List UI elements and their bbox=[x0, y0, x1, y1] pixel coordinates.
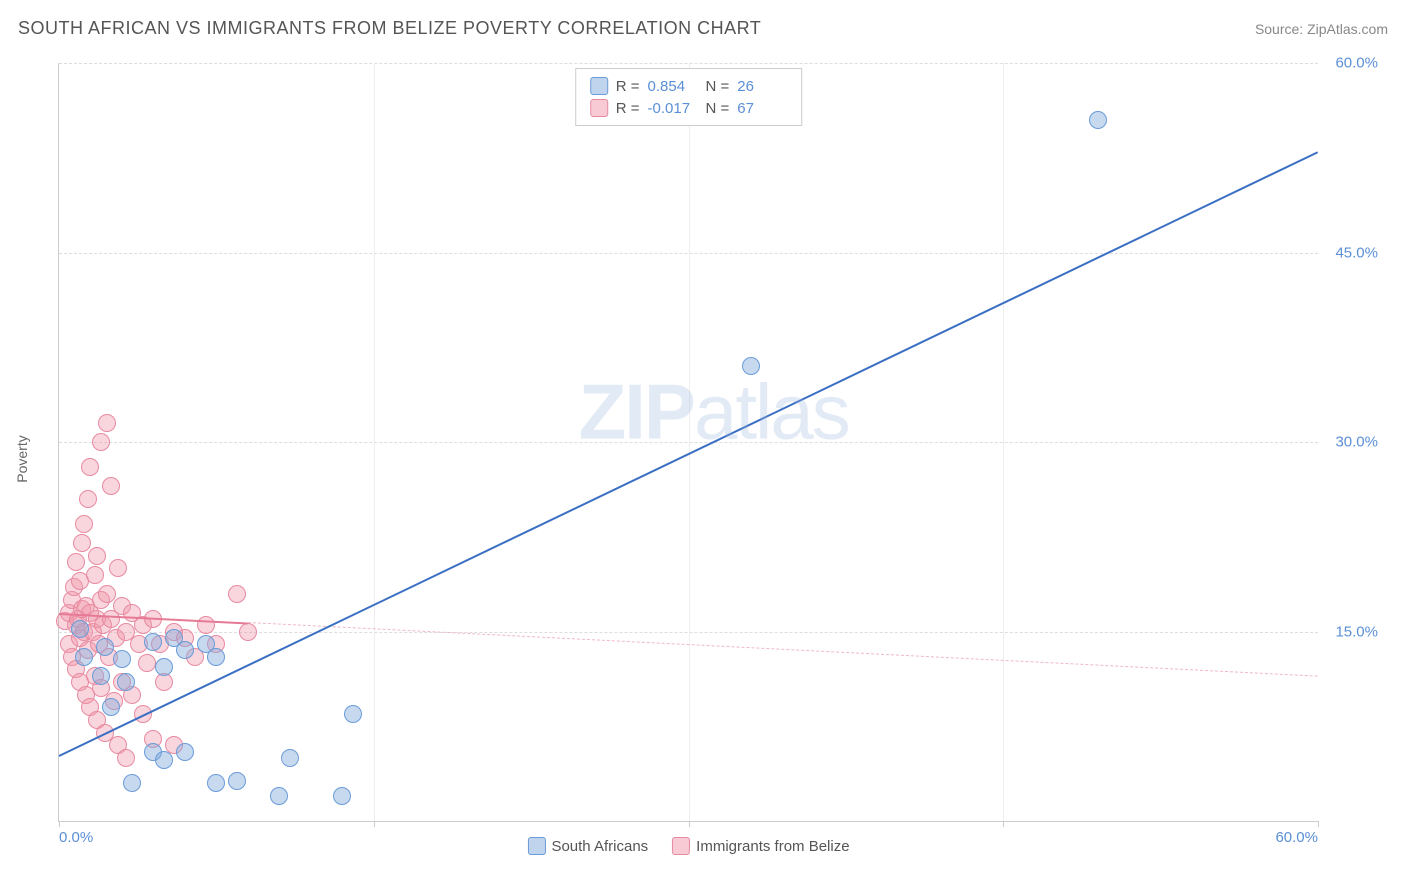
stats-row-blue: R = 0.854 N = 26 bbox=[590, 75, 788, 97]
scatter-point bbox=[75, 648, 93, 666]
x-tick bbox=[689, 821, 690, 827]
scatter-point bbox=[98, 585, 116, 603]
scatter-point bbox=[344, 705, 362, 723]
stats-legend: R = 0.854 N = 26 R = -0.017 N = 67 bbox=[575, 68, 803, 126]
n-value-pink: 67 bbox=[737, 100, 787, 117]
scatter-point bbox=[228, 772, 246, 790]
scatter-point bbox=[239, 623, 257, 641]
scatter-point bbox=[176, 743, 194, 761]
x-tick bbox=[59, 821, 60, 827]
legend-label-blue: South Africans bbox=[551, 838, 648, 855]
r-label: R = bbox=[616, 100, 640, 117]
header: SOUTH AFRICAN VS IMMIGRANTS FROM BELIZE … bbox=[18, 18, 1388, 39]
scatter-point bbox=[117, 749, 135, 767]
y-axis-label: Poverty bbox=[14, 435, 30, 482]
source-attribution: Source: ZipAtlas.com bbox=[1255, 21, 1388, 37]
scatter-point bbox=[155, 658, 173, 676]
scatter-point bbox=[71, 620, 89, 638]
x-tick bbox=[1003, 821, 1004, 827]
y-tick-label: 60.0% bbox=[1335, 55, 1378, 72]
scatter-point bbox=[98, 414, 116, 432]
scatter-point bbox=[92, 433, 110, 451]
x-tick bbox=[374, 821, 375, 827]
plot-area: ZIPatlas R = 0.854 N = 26 R = -0.017 N =… bbox=[58, 63, 1318, 822]
scatter-point bbox=[207, 774, 225, 792]
swatch-blue-icon bbox=[590, 77, 608, 95]
legend-item-blue: South Africans bbox=[527, 837, 648, 855]
scatter-point bbox=[144, 633, 162, 651]
swatch-pink-icon bbox=[672, 837, 690, 855]
scatter-point bbox=[742, 357, 760, 375]
scatter-point bbox=[281, 749, 299, 767]
chart-title: SOUTH AFRICAN VS IMMIGRANTS FROM BELIZE … bbox=[18, 18, 761, 39]
x-tick-label: 60.0% bbox=[1275, 829, 1318, 846]
grid-line-v bbox=[374, 63, 375, 821]
scatter-point bbox=[96, 638, 114, 656]
trend-line bbox=[248, 622, 1318, 677]
n-value-blue: 26 bbox=[737, 78, 787, 95]
y-tick-label: 30.0% bbox=[1335, 434, 1378, 451]
scatter-point bbox=[73, 534, 91, 552]
scatter-point bbox=[270, 787, 288, 805]
scatter-point bbox=[88, 547, 106, 565]
r-value-blue: 0.854 bbox=[648, 78, 698, 95]
bottom-legend: South Africans Immigrants from Belize bbox=[527, 837, 849, 855]
scatter-point bbox=[155, 751, 173, 769]
scatter-point bbox=[102, 477, 120, 495]
x-tick-label: 0.0% bbox=[59, 829, 93, 846]
scatter-point bbox=[92, 667, 110, 685]
r-label: R = bbox=[616, 78, 640, 95]
legend-label-pink: Immigrants from Belize bbox=[696, 838, 849, 855]
scatter-point bbox=[207, 648, 225, 666]
scatter-point bbox=[176, 641, 194, 659]
scatter-point bbox=[109, 559, 127, 577]
scatter-point bbox=[75, 515, 93, 533]
scatter-point bbox=[333, 787, 351, 805]
scatter-point bbox=[1089, 111, 1107, 129]
scatter-point bbox=[197, 616, 215, 634]
swatch-pink-icon bbox=[590, 99, 608, 117]
y-tick-label: 15.0% bbox=[1335, 623, 1378, 640]
n-label: N = bbox=[706, 100, 730, 117]
grid-line-v bbox=[689, 63, 690, 821]
r-value-pink: -0.017 bbox=[648, 100, 698, 117]
scatter-point bbox=[138, 654, 156, 672]
legend-item-pink: Immigrants from Belize bbox=[672, 837, 849, 855]
scatter-point bbox=[228, 585, 246, 603]
scatter-point bbox=[113, 650, 131, 668]
scatter-point bbox=[79, 490, 97, 508]
grid-line-v bbox=[1003, 63, 1004, 821]
scatter-point bbox=[117, 673, 135, 691]
scatter-point bbox=[81, 458, 99, 476]
scatter-point bbox=[67, 553, 85, 571]
x-tick bbox=[1318, 821, 1319, 827]
y-tick-label: 45.0% bbox=[1335, 244, 1378, 261]
scatter-point bbox=[102, 698, 120, 716]
n-label: N = bbox=[706, 78, 730, 95]
scatter-point bbox=[86, 566, 104, 584]
chart-container: Poverty ZIPatlas R = 0.854 N = 26 R = -0… bbox=[50, 55, 1388, 862]
swatch-blue-icon bbox=[527, 837, 545, 855]
scatter-point bbox=[123, 774, 141, 792]
stats-row-pink: R = -0.017 N = 67 bbox=[590, 97, 788, 119]
watermark: ZIPatlas bbox=[579, 366, 849, 457]
